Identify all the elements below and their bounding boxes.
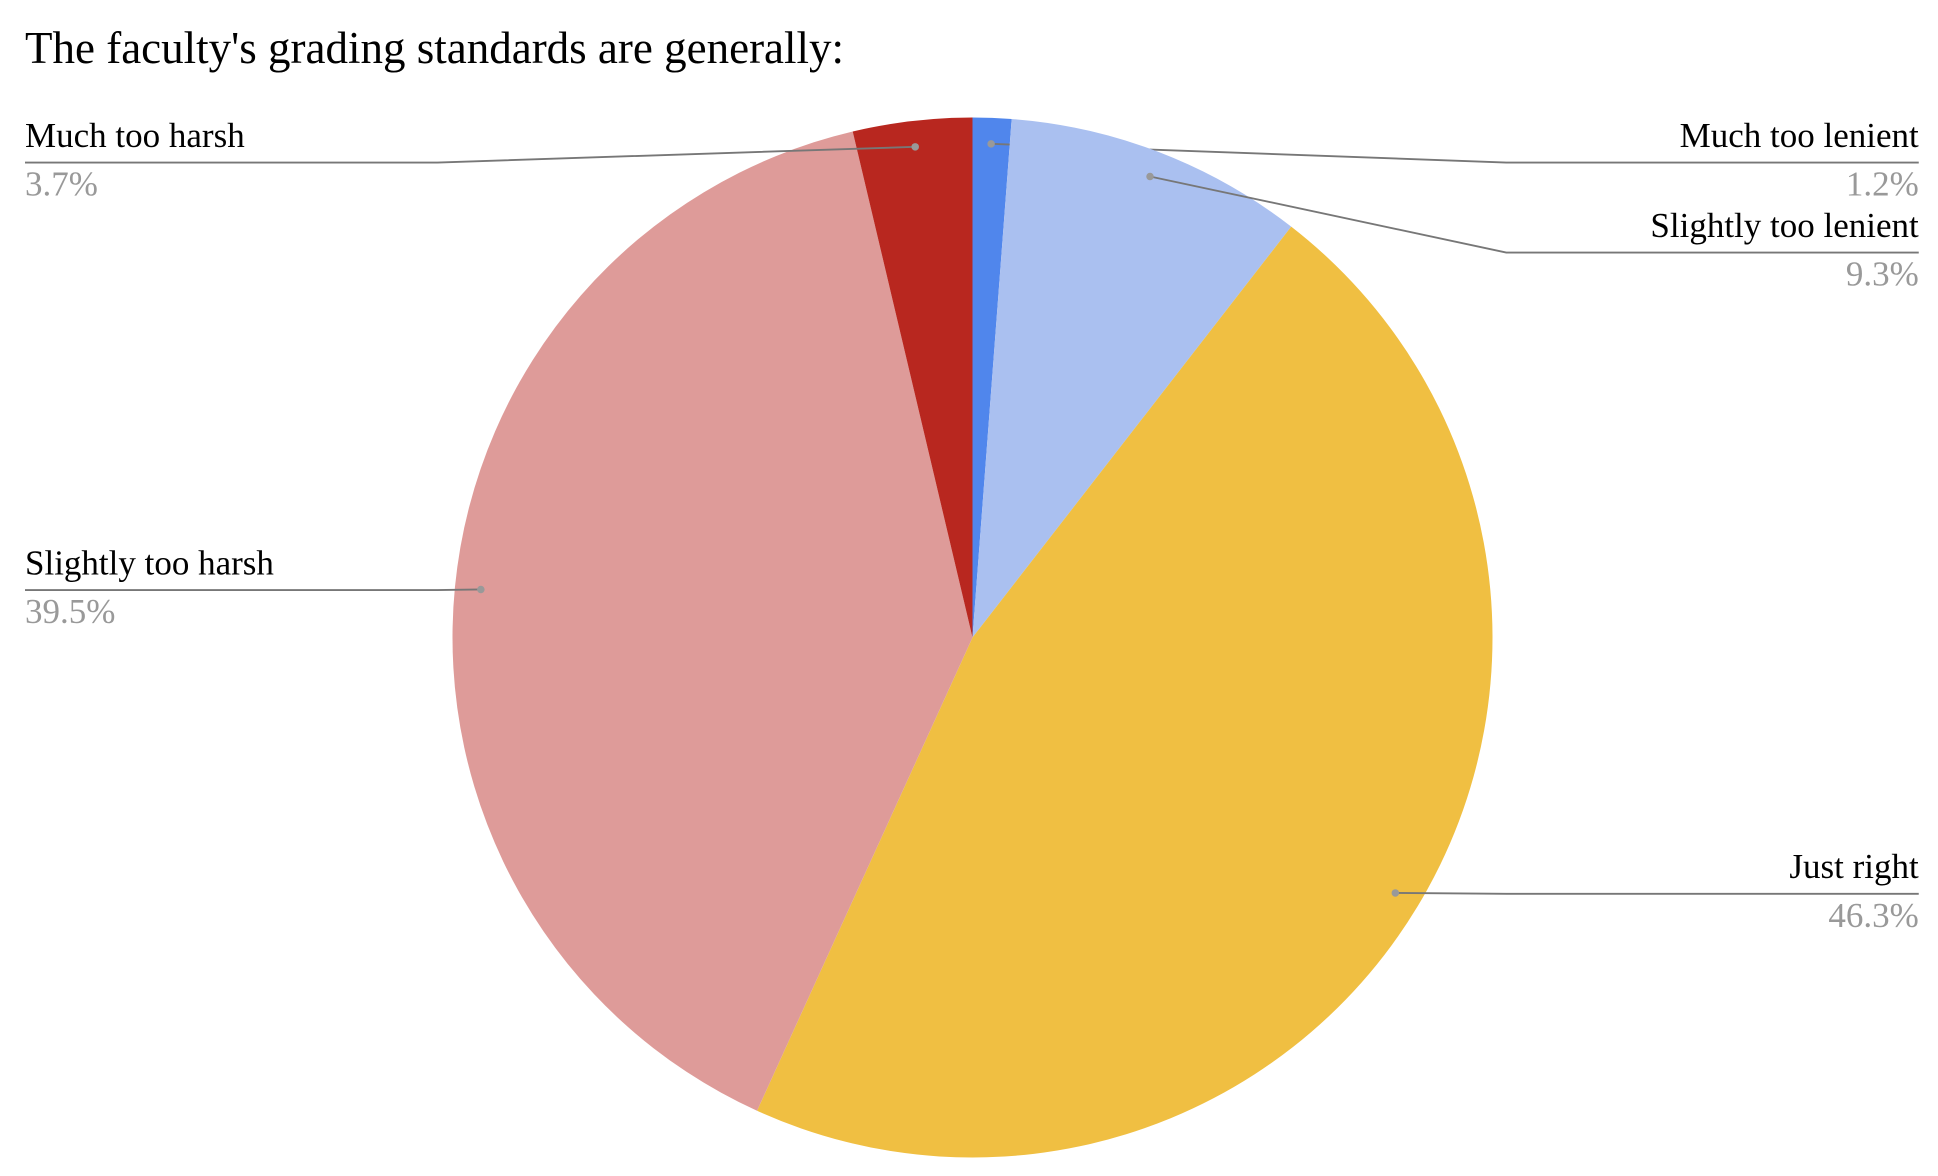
pie-slice [972, 117, 1012, 638]
pie-slice [972, 118, 1292, 638]
leader-dot [1391, 889, 1400, 897]
slice-value-label: 39.5% [25, 592, 115, 631]
slice-value-label: 9.3% [1846, 255, 1919, 294]
slice-label: Just right [1789, 847, 1919, 886]
slice-label: Much too harsh [25, 116, 245, 155]
leader-line [991, 142, 1919, 164]
pie-slice [852, 117, 973, 638]
pie-slice [452, 131, 973, 1111]
slice-value-label: 1.2% [1846, 165, 1919, 204]
slice-label: Slightly too lenient [1650, 206, 1919, 245]
slice-label: Slightly too harsh [25, 543, 274, 582]
chart-title: The faculty's grading standards are gene… [25, 23, 844, 73]
pie-slice [757, 226, 1493, 1158]
leader-line [24, 145, 916, 164]
leader-line [1395, 892, 1919, 895]
leader-line [24, 588, 481, 591]
leader-dot [911, 143, 919, 151]
slice-value-label: 46.3% [1828, 896, 1918, 935]
leader-dot [477, 585, 485, 594]
leader-dot [1146, 172, 1154, 181]
leader-dot [987, 140, 995, 148]
slice-value-label: 3.7% [25, 165, 98, 204]
slice-label: Much too lenient [1680, 116, 1919, 155]
leader-line [1149, 175, 1919, 254]
